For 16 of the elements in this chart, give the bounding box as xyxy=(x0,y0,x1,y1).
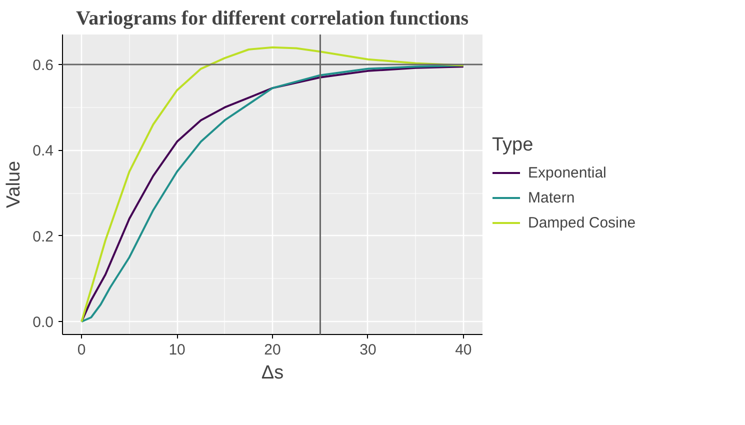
y-axis-title: Value xyxy=(4,160,25,208)
legend-label: Damped Cosine xyxy=(528,214,636,231)
legend-label: Matern xyxy=(528,189,575,206)
x-axis-title: Δs xyxy=(261,362,284,384)
x-tick-label: 30 xyxy=(360,342,376,358)
y-tick-label: 0.6 xyxy=(32,57,54,74)
chart-title: Variograms for different correlation functions xyxy=(76,8,469,30)
x-tick-label: 20 xyxy=(264,342,281,358)
y-tick-label: 0.4 xyxy=(32,142,54,160)
y-tick-label: 0.2 xyxy=(32,228,54,246)
x-tick-label: 10 xyxy=(168,342,186,358)
x-tick-label: 0 xyxy=(77,342,86,358)
legend-label: Exponential xyxy=(528,164,606,181)
y-tick-label: 0.0 xyxy=(32,314,54,332)
legend-title: Type xyxy=(492,134,534,156)
x-tick-label: 40 xyxy=(455,342,472,358)
